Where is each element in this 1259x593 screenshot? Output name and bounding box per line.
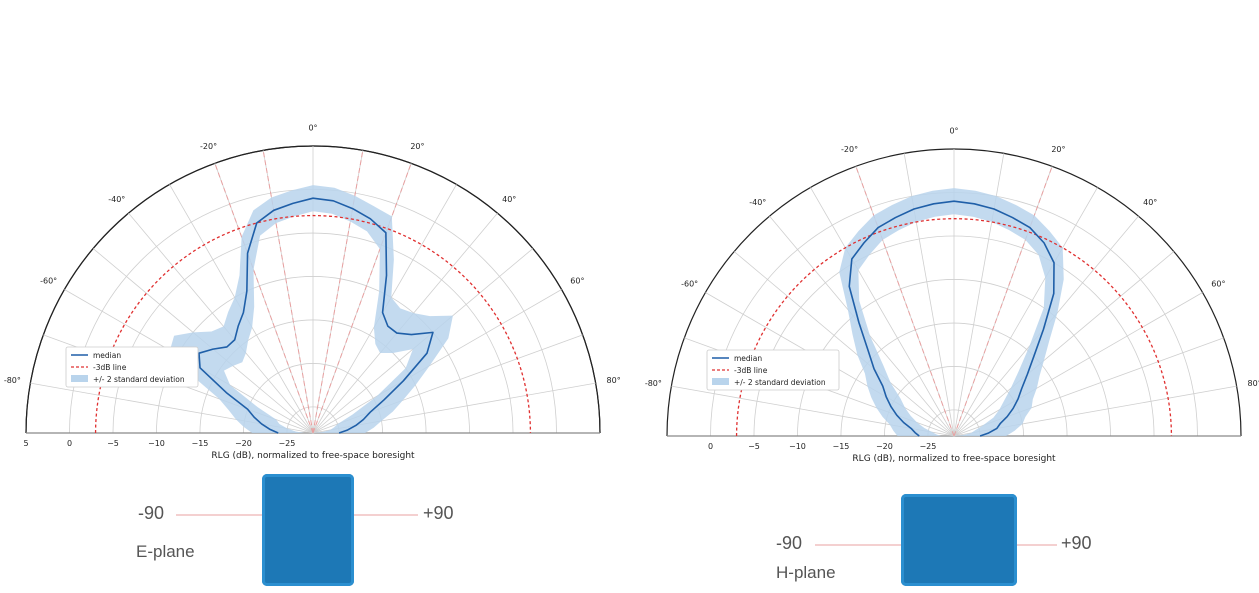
angle-tick-label: 0° (308, 124, 317, 133)
angle-tick-label: -80° (4, 376, 21, 385)
angle-tick-label: 60° (1211, 279, 1225, 288)
radial-tick-label: −5 (748, 442, 760, 451)
h-plane-left-label: -90 (776, 533, 803, 553)
legend-box (706, 349, 840, 391)
e-plane-left-label: -90 (138, 503, 165, 523)
angle-tick-label: -80° (645, 379, 662, 388)
median-line (848, 200, 1055, 437)
legend-std-swatch (712, 378, 729, 385)
radial-tick-label: 5 (23, 439, 28, 448)
h-plane-label: H-plane (776, 563, 836, 582)
legend-std-swatch (71, 375, 88, 382)
legend-entry: -3dB line (93, 363, 127, 372)
polar-chart-1: -80° -60° -40° -20° 0° 20° 40° 60° 80° 5 0 −5 −10 −15… (4, 124, 621, 461)
radial-tick-label: 0 (67, 439, 72, 448)
grid-spoke (128, 212, 314, 434)
std-deviation-band (169, 185, 453, 433)
minus-3db-line (735, 218, 1173, 437)
angle-tick-label: 60° (570, 276, 584, 285)
legend-entry: +/- 2 standard deviation (93, 375, 185, 384)
angle-tick-label: 20° (1051, 145, 1065, 154)
radial-tick-label: −10 (789, 442, 806, 451)
legend-box (65, 346, 199, 388)
angle-tick-label: 20° (410, 142, 424, 151)
radial-tick-label: −20 (876, 442, 893, 451)
h-plane-right-label: +90 (1061, 533, 1092, 553)
h-plane-board-image (901, 494, 1017, 586)
std-deviation-band (839, 188, 1064, 436)
grid-spoke (733, 251, 955, 437)
radial-tick-label: −10 (148, 439, 165, 448)
angle-tick-label: -20° (841, 145, 858, 154)
radial-tick-label: −15 (191, 439, 208, 448)
radial-tick-label: −25 (919, 442, 936, 451)
radial-tick-label: 0 (708, 442, 713, 451)
angle-tick-label: -20° (200, 142, 217, 151)
angle-tick-label: 80° (1248, 379, 1259, 388)
e-plane-right-label: +90 (423, 503, 454, 523)
radial-tick-label: −5 (107, 439, 119, 448)
polar-chart-2: -80° -60° -40° -20° 0° 20° 40° 60° 80° 0 −5 −10 −15 −… (645, 127, 1259, 464)
legend-entry: median (734, 354, 762, 363)
angle-tick-label: 40° (1143, 198, 1157, 207)
angle-tick-label: 80° (607, 376, 621, 385)
angle-tick-label: -40° (108, 195, 125, 204)
x-axis-label: RLG (dB), normalized to free-space bores… (852, 454, 1056, 464)
legend-entry: median (93, 351, 121, 360)
angle-tick-label: 0° (949, 127, 958, 136)
grid-spoke (214, 163, 314, 434)
legend-entry: +/- 2 standard deviation (734, 378, 826, 387)
radial-tick-label: −20 (235, 439, 252, 448)
grid-spoke (953, 166, 1053, 437)
grid-spoke (810, 187, 955, 437)
radial-tick-label: −15 (832, 442, 849, 451)
grid-spoke (953, 187, 1098, 437)
legend-entry: -3dB line (734, 366, 768, 375)
grid-spoke (953, 251, 1175, 437)
grid-spoke (953, 292, 1203, 437)
minus-3db-line (94, 214, 532, 434)
e-plane-label: E-plane (136, 542, 195, 561)
angle-tick-label: -40° (749, 198, 766, 207)
grid-spoke (855, 166, 955, 437)
angle-tick-label: -60° (40, 276, 57, 285)
angle-tick-label: -60° (681, 279, 698, 288)
grid-spoke (312, 289, 562, 434)
median-line (198, 197, 434, 434)
grid-spoke (312, 163, 412, 434)
x-axis-label: RLG (dB), normalized to free-space bores… (211, 451, 415, 461)
e-plane-board-image (262, 474, 354, 586)
radial-tick-label: −25 (278, 439, 295, 448)
angle-tick-label: 40° (502, 195, 516, 204)
